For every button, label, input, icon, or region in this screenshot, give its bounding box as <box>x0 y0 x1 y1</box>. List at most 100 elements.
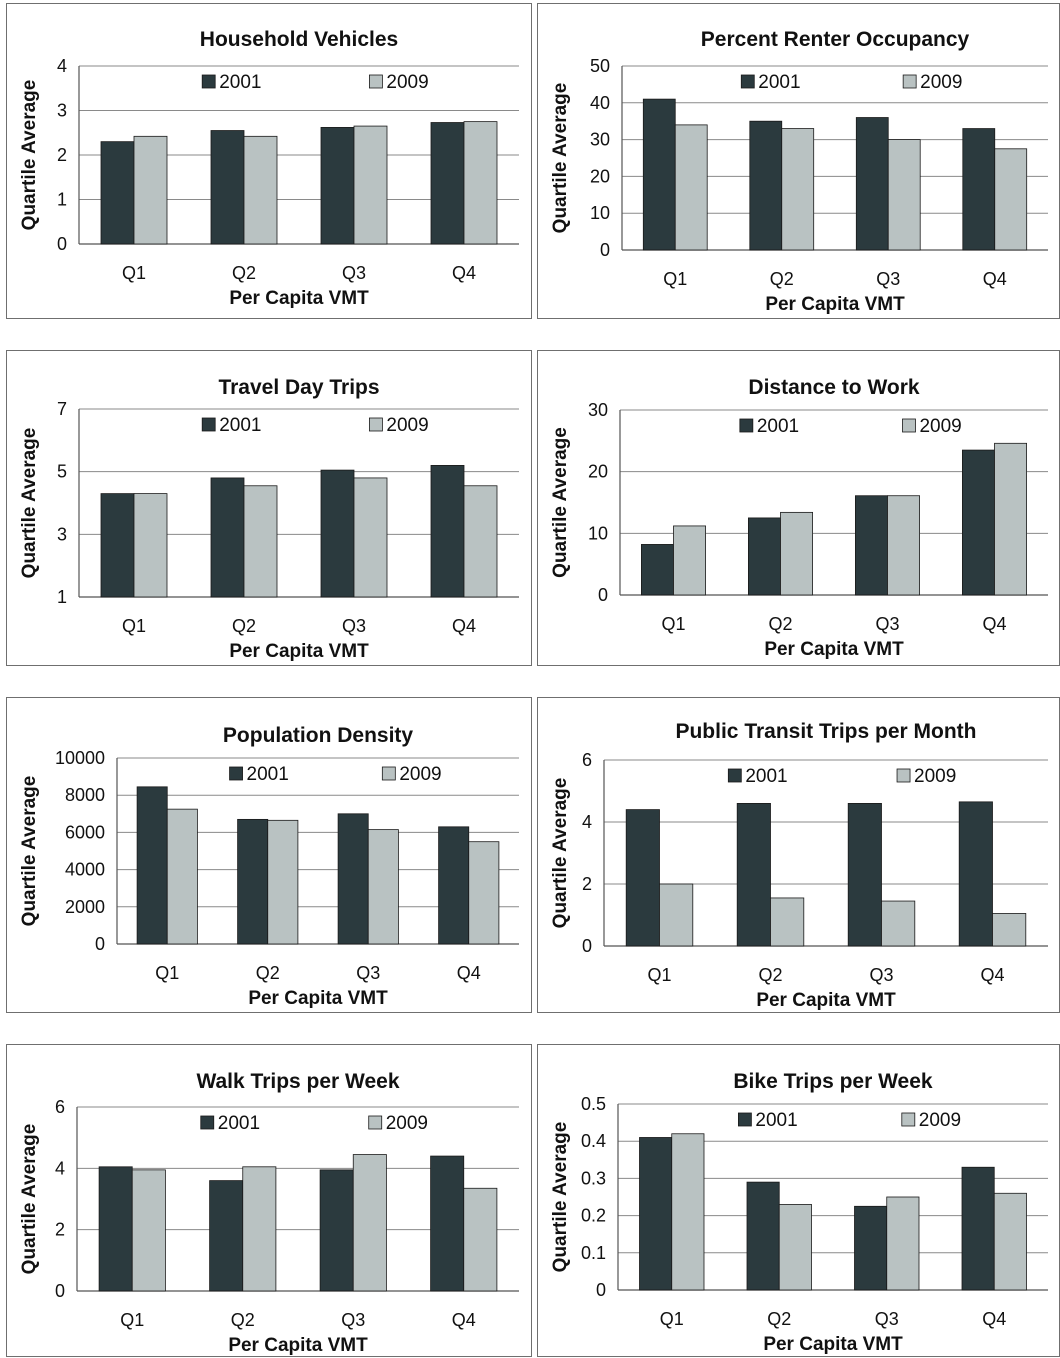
bar-2009-q1 <box>674 124 708 251</box>
bar-2009-q2 <box>781 128 815 251</box>
legend-swatch-2009 <box>368 417 383 432</box>
y-tick-label: 2 <box>55 1220 65 1240</box>
bar-2009-q2 <box>242 1166 277 1292</box>
y-tick-label: 4 <box>582 812 592 832</box>
chart-panel-household-vehicles: Household Vehicles 0 1 2 3 4 Q1 Q2 Q3 Q4 Per Capit… <box>6 3 532 319</box>
bar-2001-q2 <box>749 120 783 251</box>
chart-svg-population-density: Population Density 0 2000 4000 6000 8000 10000… <box>19 724 519 1009</box>
bar-2001-q4 <box>430 122 465 245</box>
y-axis-label: Quartile Average <box>19 80 40 231</box>
y-tick-label: 20 <box>590 166 610 186</box>
chart-title: Distance to Work <box>748 376 919 399</box>
y-tick-label: 1 <box>57 587 67 607</box>
chart-panel-public-transit-trips-per-month: Public Transit Trips per Month 0 2 4 6 Q1 Q2 Q3… <box>537 697 1060 1013</box>
x-category-label: Q3 <box>875 614 899 634</box>
y-axis-label: Quartile Average <box>19 428 40 579</box>
y-tick-label: 0.4 <box>581 1131 606 1151</box>
x-category-label: Q3 <box>356 963 380 983</box>
x-axis-label: Per Capita VMT <box>763 1334 903 1355</box>
bar-2009-q3 <box>887 495 920 596</box>
y-tick-label: 6 <box>582 750 592 770</box>
legend-swatch-2001 <box>201 417 216 432</box>
bar-2009-q1 <box>133 493 168 598</box>
y-tick-label: 10 <box>588 523 608 543</box>
bar-2009-q1 <box>671 1133 705 1291</box>
bar-2009-q1 <box>131 1169 166 1292</box>
y-tick-label: 4000 <box>65 860 105 880</box>
legend-swatch-2009 <box>368 74 383 89</box>
x-category-label: Q1 <box>122 616 146 636</box>
bar-2009-q3 <box>352 1154 387 1292</box>
bar-2001-q1 <box>136 786 168 945</box>
legend-label-2001: 2001 <box>218 1113 260 1134</box>
legend-label-2009: 2009 <box>920 72 962 93</box>
bar-2009-q3 <box>353 125 388 245</box>
y-tick-label: 3 <box>57 524 67 544</box>
y-tick-label: 30 <box>588 400 608 420</box>
y-tick-label: 0 <box>57 234 67 254</box>
legend-swatch-2009 <box>896 768 911 783</box>
y-tick-label: 4 <box>55 1158 65 1178</box>
bar-2009-q3 <box>367 829 399 945</box>
bar-2009-q1 <box>133 135 168 245</box>
x-category-label: Q4 <box>983 269 1007 289</box>
chart-svg-bike-trips-per-week: Bike Trips per Week 0 0.1 0.2 0.3 0.4 0.5 Q1 Q2 Q… <box>550 1070 1048 1355</box>
bar-2009-q3 <box>887 139 921 251</box>
legend-label-2009: 2009 <box>399 764 441 785</box>
bar-2001-q3 <box>855 117 889 251</box>
legend-label-2001: 2001 <box>745 766 787 787</box>
bar-2009-q4 <box>463 485 498 598</box>
x-axis-label: Per Capita VMT <box>229 288 369 309</box>
legend-label-2001: 2001 <box>758 72 800 93</box>
y-tick-label: 0 <box>55 1281 65 1301</box>
bar-2009-q2 <box>770 897 805 947</box>
legend-swatch-2009 <box>381 766 396 781</box>
y-axis-label: Quartile Average <box>550 1122 571 1273</box>
legend-label-2001: 2001 <box>247 764 289 785</box>
y-axis-label: Quartile Average <box>550 83 571 234</box>
y-tick-label: 10 <box>590 203 610 223</box>
x-category-label: Q1 <box>122 263 146 283</box>
x-category-label: Q1 <box>155 963 179 983</box>
legend-swatch-2001 <box>740 74 755 89</box>
bar-2009-q4 <box>992 913 1027 947</box>
y-tick-label: 30 <box>590 130 610 150</box>
bar-2009-q4 <box>463 1187 498 1292</box>
bar-2001-q1 <box>625 809 660 947</box>
bar-2001-q4 <box>958 801 993 947</box>
x-category-label: Q4 <box>982 1309 1006 1329</box>
legend-label-2001: 2001 <box>219 72 261 93</box>
y-tick-label: 6000 <box>65 822 105 842</box>
x-category-label: Q2 <box>767 1309 791 1329</box>
x-axis-label: Per Capita VMT <box>248 988 388 1009</box>
bar-2009-q4 <box>993 1192 1027 1291</box>
legend-label-2001: 2001 <box>755 1110 797 1131</box>
y-axis-label: Quartile Average <box>19 776 40 927</box>
x-axis-label: Per Capita VMT <box>764 639 904 660</box>
bar-2001-q2 <box>237 818 269 945</box>
x-axis-label: Per Capita VMT <box>765 294 905 315</box>
y-tick-label: 0.2 <box>581 1206 606 1226</box>
bar-2009-q3 <box>353 477 388 598</box>
bar-2001-q4 <box>438 826 470 945</box>
bar-2009-q4 <box>468 841 500 945</box>
bar-2001-q4 <box>961 1166 995 1291</box>
y-tick-label: 50 <box>590 56 610 76</box>
y-tick-label: 20 <box>588 462 608 482</box>
x-axis-label: Per Capita VMT <box>756 990 896 1011</box>
x-category-label: Q3 <box>342 616 366 636</box>
bar-2001-q3 <box>337 813 369 945</box>
x-category-label: Q2 <box>232 263 256 283</box>
chart-title: Bike Trips per Week <box>733 1070 933 1093</box>
x-category-label: Q4 <box>452 616 476 636</box>
y-tick-label: 1 <box>57 190 67 210</box>
y-tick-label: 0.3 <box>581 1168 606 1188</box>
bar-2001-q3 <box>854 1205 888 1291</box>
chart-svg-percent-renter-occupancy: Percent Renter Occupancy 0 10 20 30 40 50 Q1 Q2 Q… <box>550 28 1048 315</box>
y-tick-label: 0 <box>600 240 610 260</box>
bar-2001-q1 <box>642 98 676 251</box>
x-category-label: Q1 <box>663 269 687 289</box>
bar-2001-q3 <box>854 495 888 596</box>
y-tick-label: 8000 <box>65 785 105 805</box>
x-category-label: Q2 <box>256 963 280 983</box>
